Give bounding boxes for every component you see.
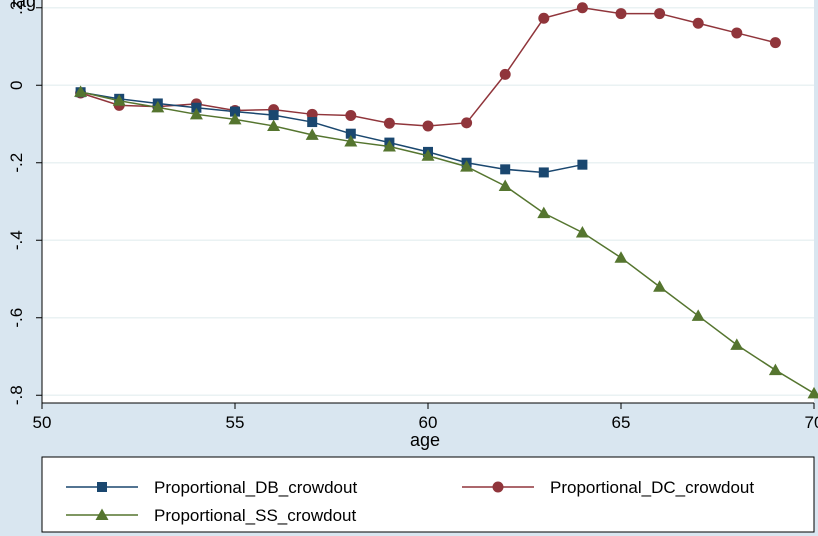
legend-box (41, 456, 815, 533)
data-point (538, 167, 549, 178)
data-point (768, 363, 782, 376)
y-tick-label: -.2 (7, 153, 26, 173)
data-point (499, 68, 511, 80)
data-point (421, 149, 435, 161)
data-point (461, 117, 473, 129)
data-point (537, 206, 551, 219)
y-tick-label: -.6 (7, 308, 26, 328)
y-tick-label: -.4 (7, 230, 26, 250)
series-Proportional_SS_crowdout (74, 85, 818, 399)
gridlines (42, 7, 814, 396)
data-point (730, 338, 744, 350)
data-point (807, 386, 818, 399)
data-point (307, 117, 318, 128)
legend: Proportional_DB_crowdout Proportional_DC_… (66, 478, 754, 525)
x-tick-label: 65 (612, 413, 631, 432)
data-point (576, 2, 588, 14)
axes: .2 0 -.2 -.4 -.6 -.8 50 55 60 65 70 (7, 0, 818, 432)
data-point (538, 12, 550, 24)
data-point (422, 120, 434, 132)
data-point (692, 17, 704, 29)
data-point (691, 309, 705, 321)
x-tick-label: 70 (805, 413, 818, 432)
data-point (614, 251, 628, 263)
data-point (654, 8, 666, 20)
x-tick-label: 55 (226, 413, 245, 432)
x-axis-title: age (410, 430, 440, 450)
data-point (769, 37, 781, 49)
data-point (228, 112, 242, 125)
data-point (189, 107, 203, 120)
data-point (460, 160, 474, 172)
legend-entry: Proportional_DB_crowdout (66, 478, 357, 497)
data-point (345, 109, 357, 121)
data-point (267, 119, 281, 131)
y-tick-label: 0 (7, 81, 26, 90)
data-point (615, 8, 627, 20)
data-point (653, 280, 667, 292)
data-point (191, 102, 202, 113)
legend-marker (95, 508, 109, 520)
data-point (344, 134, 358, 147)
data-point (112, 94, 126, 106)
legend-marker (97, 482, 107, 492)
legend-marker (492, 481, 504, 493)
series-line-Proportional_DB_crowdout (80, 91, 583, 174)
y-tick-label: -.8 (7, 385, 26, 405)
data-point (382, 139, 396, 152)
data-point (345, 128, 356, 139)
data-point (500, 164, 511, 175)
data-point (577, 159, 588, 170)
legend-label: Proportional_DB_crowdout (154, 478, 357, 497)
data-point (731, 27, 743, 39)
x-tick-label: 60 (419, 413, 438, 432)
legend-entry: Proportional_DC_crowdout (462, 478, 754, 497)
series-line-Proportional_SS_crowdout (80, 91, 815, 394)
data-point (383, 117, 395, 129)
data-point (305, 128, 319, 140)
series-layer (74, 2, 818, 399)
legend-label: Proportional_DC_crowdout (550, 478, 754, 497)
data-point (230, 106, 240, 117)
legend-entry: Proportional_SS_crowdout (66, 506, 357, 525)
data-point (268, 110, 279, 121)
data-point (498, 179, 512, 191)
data-point (151, 100, 165, 113)
legend-label: Proportional_SS_crowdout (154, 506, 357, 525)
x-tick-label: 50 (33, 413, 52, 432)
plot-area (42, 0, 814, 403)
data-point (575, 226, 589, 238)
y-tick-label: .2 (7, 1, 26, 15)
data-point (74, 85, 88, 97)
